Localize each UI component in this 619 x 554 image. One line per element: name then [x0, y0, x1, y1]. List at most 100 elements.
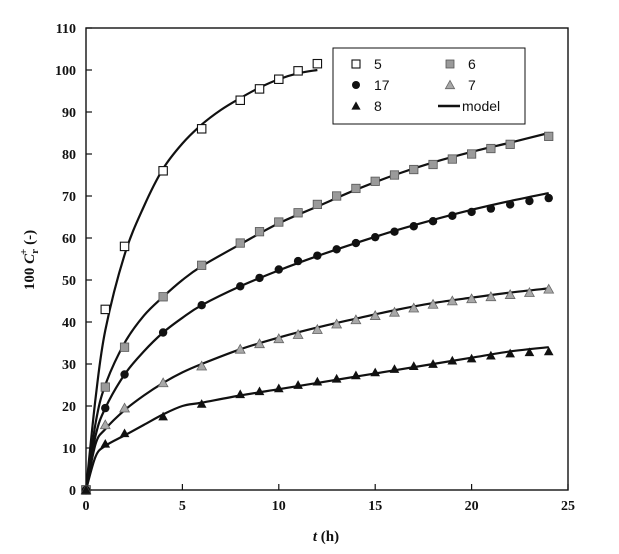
data-point-series-7: [292, 328, 304, 339]
data-point-series-17: [313, 251, 322, 260]
data-point-series-8: [331, 373, 342, 383]
legend-symbol-17: [352, 81, 360, 89]
legend-label-model: model: [462, 98, 500, 114]
legend-items: 5 6 17 7 8 model: [351, 56, 500, 114]
data-point-series-6: [447, 154, 457, 164]
legend: 5 6 17 7 8 model: [332, 47, 526, 125]
data-point-series-7: [254, 338, 266, 349]
legend-label-17: 17: [374, 77, 390, 93]
data-point-series-7: [446, 295, 458, 306]
data-point-series-17: [120, 370, 129, 379]
data-point-series-17: [525, 196, 534, 206]
data-point-series-7: [543, 283, 555, 294]
y-tick-label: 50: [62, 274, 76, 289]
data-point-series-8: [370, 367, 381, 377]
data-point-series-8: [428, 359, 438, 368]
legend-symbol-6: [445, 59, 455, 69]
data-point-series-8: [81, 485, 91, 494]
data-point-series-7: [427, 298, 439, 309]
data-point-series-5: [293, 66, 303, 76]
data-point-series-6: [119, 342, 130, 352]
y-axis-label: 100 Cr+ (-): [18, 230, 41, 290]
model-line: [84, 287, 549, 491]
y-tick-label: 100: [55, 64, 76, 79]
data-point-series-17: [390, 227, 399, 236]
data-point-series-6: [428, 159, 438, 170]
data-point-series-6: [312, 199, 322, 209]
data-point-series-7: [311, 323, 323, 334]
data-point-series-6: [274, 217, 284, 227]
data-point-series-17: [101, 403, 110, 413]
model-curves: [84, 68, 549, 491]
data-point-series-8: [119, 428, 130, 438]
data-point-series-8: [158, 411, 168, 421]
data-point-series-6: [158, 292, 168, 302]
y-tick-label: 60: [62, 232, 76, 247]
legend-label-7: 7: [468, 77, 476, 93]
x-tick-label: 25: [561, 499, 575, 514]
data-point-series-8: [273, 383, 284, 393]
data-point-series-8: [293, 380, 303, 389]
y-tick-label: 40: [62, 316, 76, 331]
data-point-series-7: [119, 402, 131, 413]
data-point-series-17: [544, 193, 553, 203]
data-point-series-17: [197, 301, 206, 310]
y-tick-label: 80: [62, 148, 76, 163]
data-point-series-7: [523, 286, 535, 297]
x-tick-label: 0: [83, 499, 90, 514]
axis-ticks: 0 5 10 15 20 25 0 10 20 30 40 50 60 70 80 90 100 110: [55, 22, 575, 514]
model-line: [84, 131, 549, 491]
data-point-series-5: [254, 84, 265, 94]
data-point-series-17: [274, 265, 283, 274]
data-point-series-17: [255, 273, 264, 283]
data-point-series-6: [293, 208, 303, 218]
data-point-series-6: [505, 139, 515, 149]
x-tick-label: 10: [272, 499, 286, 514]
y-tick-label: 30: [62, 358, 76, 373]
data-point-series-7: [388, 306, 400, 317]
legend-label-5: 5: [374, 56, 382, 72]
legend-symbol-8: [351, 101, 361, 110]
data-point-series-17: [505, 200, 515, 209]
data-point-series-17: [236, 282, 245, 291]
x-tick-label: 5: [179, 499, 186, 514]
x-axis-label: t (h): [313, 529, 339, 545]
data-point-series-8: [196, 399, 207, 408]
data-point-series-17: [293, 256, 303, 266]
y-tick-label: 10: [62, 442, 76, 457]
x-tick-label: 20: [465, 499, 479, 514]
data-point-series-8: [312, 376, 323, 386]
data-point-series-6: [389, 170, 400, 180]
data-point-series-17: [448, 211, 457, 220]
data-point-series-7: [234, 343, 246, 354]
data-point-series-8: [100, 438, 111, 448]
data-point-series-7: [466, 293, 478, 304]
data-point-series-5: [274, 74, 284, 84]
data-point-series-6: [409, 164, 419, 175]
x-tick-label: 15: [368, 499, 382, 514]
model-line: [84, 191, 549, 491]
data-point-series-5: [196, 124, 207, 134]
data-point-series-8: [486, 350, 496, 360]
data-point-series-17: [428, 217, 438, 226]
data-point-series-6: [254, 227, 265, 237]
data-point-series-6: [100, 382, 110, 392]
data-point-series-5: [158, 166, 168, 176]
data-point-series-7: [408, 302, 420, 313]
data-point-series-7: [99, 419, 111, 430]
data-point-series-7: [157, 377, 169, 388]
data-point-series-7: [331, 318, 343, 329]
data-point-series-6: [544, 131, 554, 141]
data-point-series-5: [312, 58, 323, 69]
data-point-series-17: [351, 238, 361, 248]
data-point-series-8: [466, 353, 477, 363]
data-point-series-8: [351, 370, 361, 380]
data-point-series-8: [524, 347, 535, 357]
data-point-series-7: [485, 291, 497, 302]
data-point-series-7: [369, 310, 381, 320]
data-point-series-8: [235, 389, 246, 399]
legend-label-6: 6: [468, 56, 476, 72]
data-point-series-6: [332, 191, 342, 201]
data-point-series-6: [370, 176, 380, 186]
